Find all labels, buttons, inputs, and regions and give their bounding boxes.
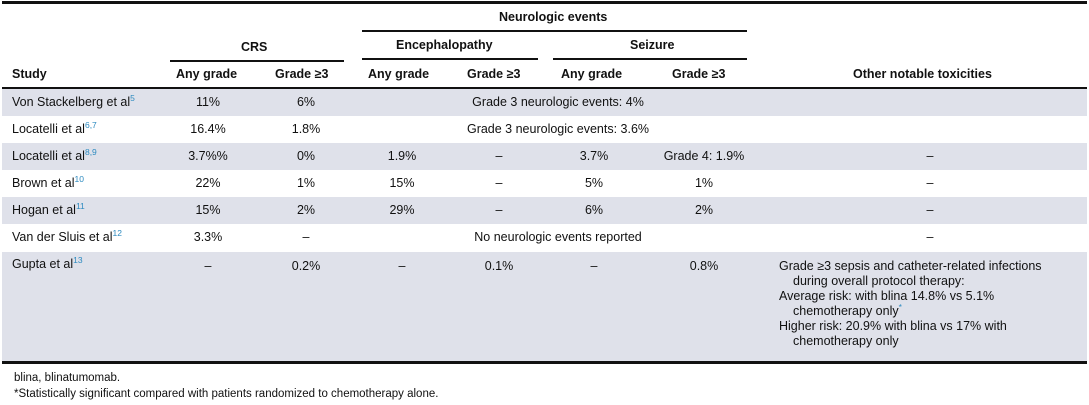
enc-g3-value: –: [495, 203, 503, 217]
footnote-abbreviation: blina, blinatumomab.: [14, 372, 121, 384]
enc-any-value: 29%: [389, 203, 415, 217]
other-line: Higher risk: 20.9% with blina vs 17% wit…: [779, 319, 1007, 333]
other-line: Grade ≥3 sepsis and catheter-related inf…: [779, 259, 1042, 273]
footnote-significance: *Statistically significant compared with…: [14, 388, 439, 400]
table-bottom-rule: [2, 361, 1087, 364]
reference-link[interactable]: 6,7: [84, 119, 97, 130]
study-name: Van der Sluis et al12: [12, 227, 122, 244]
other-line: chemotherapy only: [793, 334, 899, 348]
table-top-rule: [2, 1, 1087, 4]
table-row: Hogan et al11 15% 2% 29% – 6% 2% –: [2, 197, 1087, 224]
footnote-mark[interactable]: *: [898, 301, 902, 312]
sz-g3-value: 1%: [694, 176, 714, 190]
reference-link[interactable]: 13: [73, 254, 83, 265]
crs-any-value: 22%: [195, 176, 221, 190]
crs-any-value: 11%: [195, 95, 221, 109]
neuro-merged-value: No neurologic events reported: [474, 230, 642, 244]
col-other: Other notable toxicities: [853, 67, 992, 81]
enc-any-value: 15%: [389, 176, 415, 190]
sz-any-value: 6%: [584, 203, 604, 217]
table-row: Van der Sluis et al12 3.3% – No neurolog…: [2, 224, 1087, 252]
col-sz-g3: Grade ≥3: [672, 67, 726, 81]
col-crs-any: Any grade: [176, 67, 238, 81]
study-name: Locatelli et al8,9: [12, 146, 97, 163]
sz-g3-value: 2%: [694, 203, 714, 217]
sz-g3-value: Grade 4: 1.9%: [663, 149, 745, 163]
crs-any-value: 15%: [195, 203, 221, 217]
study-name: Brown et al10: [12, 173, 84, 190]
other-line: Average risk: with blina 14.8% vs 5.1%: [779, 289, 995, 303]
reference-link[interactable]: 10: [74, 173, 84, 184]
other-line: chemotherapy only*: [793, 301, 902, 318]
crs-g3-value: –: [302, 230, 310, 244]
crs-g3-value: 1.8%: [291, 122, 321, 136]
crs-any-value: 3.3%: [193, 230, 223, 244]
crs-underline: [170, 60, 344, 62]
table-row: Brown et al10 22% 1% 15% – 5% 1% –: [2, 170, 1087, 197]
table-row: Locatelli et al8,9 3.7%% 0% 1.9% – 3.7% …: [2, 143, 1087, 170]
other-value: –: [926, 203, 934, 217]
table-row: Gupta et al13 – 0.2% – 0.1% – 0.8% Grade…: [2, 252, 1087, 361]
crs-g3-value: 0.2%: [291, 259, 321, 273]
col-crs-g3: Grade ≥3: [275, 67, 329, 81]
study-name: Von Stackelberg et al5: [12, 92, 135, 109]
col-enc-g3: Grade ≥3: [467, 67, 521, 81]
enc-g3-value: –: [495, 176, 503, 190]
sz-any-value: –: [590, 259, 598, 273]
other-value: –: [926, 149, 934, 163]
enc-g3-value: –: [495, 149, 503, 163]
study-name: Locatelli et al6,7: [12, 119, 97, 136]
other-line: during overall protocol therapy:: [793, 274, 965, 288]
enc-any-value: –: [398, 259, 406, 273]
header-neurologic-events: Neurologic events: [499, 10, 608, 24]
other-value: –: [926, 230, 934, 244]
reference-link[interactable]: 11: [75, 200, 85, 211]
reference-link[interactable]: 5: [130, 92, 135, 103]
other-toxicities-text: Grade ≥3 sepsis and catheter-related inf…: [779, 259, 1042, 349]
neurologic-underline: [362, 30, 747, 32]
header-encephalopathy: Encephalopathy: [396, 38, 493, 52]
crs-g3-value: 2%: [296, 203, 316, 217]
crs-any-value: 16.4%: [190, 122, 226, 136]
neuro-merged-value: Grade 3 neurologic events: 3.6%: [466, 122, 650, 136]
reference-link[interactable]: 12: [112, 227, 122, 238]
crs-g3-value: 6%: [296, 95, 316, 109]
study-name: Hogan et al11: [12, 200, 85, 217]
other-value: –: [926, 176, 934, 190]
header-seizure: Seizure: [630, 38, 675, 52]
col-sz-any: Any grade: [561, 67, 623, 81]
crs-any-value: –: [204, 259, 212, 273]
table-row: Von Stackelberg et al5 11% 6% Grade 3 ne…: [2, 89, 1087, 116]
enc-g3-value: 0.1%: [484, 259, 514, 273]
col-enc-any: Any grade: [368, 67, 430, 81]
enc-any-value: 1.9%: [387, 149, 417, 163]
encephalopathy-underline: [362, 58, 538, 60]
crs-g3-value: 1%: [296, 176, 316, 190]
crs-g3-value: 0%: [296, 149, 316, 163]
sz-any-value: 3.7%: [579, 149, 609, 163]
sz-g3-value: 0.8%: [689, 259, 719, 273]
col-study: Study: [12, 67, 47, 81]
sz-any-value: 5%: [584, 176, 604, 190]
reference-link[interactable]: 8,9: [84, 146, 97, 157]
crs-any-value: 3.7%%: [188, 149, 228, 163]
seizure-underline: [553, 58, 747, 60]
table-row: Locatelli et al6,7 16.4% 1.8% Grade 3 ne…: [2, 116, 1087, 143]
header-bottom-rule: [2, 87, 1087, 89]
header-crs: CRS: [241, 40, 268, 54]
neuro-merged-value: Grade 3 neurologic events: 4%: [472, 95, 644, 109]
study-name: Gupta et al13: [12, 254, 83, 271]
